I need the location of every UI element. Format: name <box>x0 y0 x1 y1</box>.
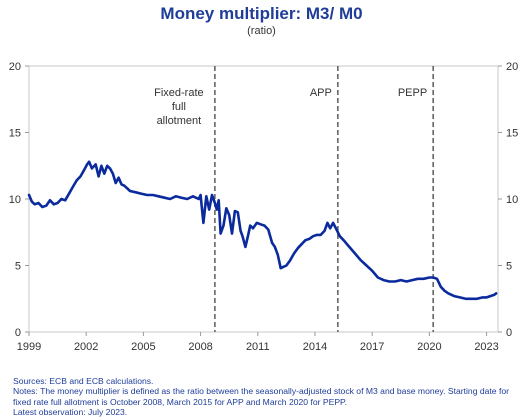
y-tick-label-right: 15 <box>506 128 518 140</box>
y-tick-label-left: 20 <box>9 61 21 73</box>
event-marker-label: PEPP <box>398 87 427 99</box>
event-marker-label: Fixed-rate full allotment <box>154 87 204 127</box>
x-tick-label: 2002 <box>74 341 98 353</box>
x-tick-label: 2008 <box>188 341 212 353</box>
money-multiplier-line <box>27 160 498 301</box>
x-tick-label: 2020 <box>417 341 441 353</box>
y-tick-label-right: 20 <box>506 61 518 73</box>
definition-note: Notes: The money multiplier is defined a… <box>13 386 510 407</box>
chart-title: Money multiplier: M3/ M0 <box>160 4 363 23</box>
y-tick-label-left: 0 <box>15 327 21 339</box>
y-tick-label-right: 5 <box>506 261 512 273</box>
latest-observation-note: Latest observation: July 2023. <box>13 407 128 418</box>
y-tick-label-right: 10 <box>506 194 518 206</box>
y-tick-label-left: 5 <box>15 261 21 273</box>
chart-subtitle: (ratio) <box>247 25 276 37</box>
x-tick-label: 2011 <box>246 341 270 353</box>
x-tick-label: 2023 <box>474 341 498 353</box>
y-tick-label-right: 0 <box>506 327 512 339</box>
event-marker-label: APP <box>310 87 332 99</box>
chart-notes: Sources: ECB and ECB calculations. Notes… <box>13 376 518 418</box>
y-tick-label-left: 10 <box>9 194 21 206</box>
plot-frame <box>28 65 499 333</box>
x-tick-label: 2005 <box>131 341 155 353</box>
x-tick-label: 2014 <box>303 341 327 353</box>
sources-note: Sources: ECB and ECB calculations. <box>13 376 154 386</box>
x-tick-label: 1999 <box>17 341 41 353</box>
x-tick-label: 2017 <box>360 341 384 353</box>
y-tick-label-left: 15 <box>9 128 21 140</box>
